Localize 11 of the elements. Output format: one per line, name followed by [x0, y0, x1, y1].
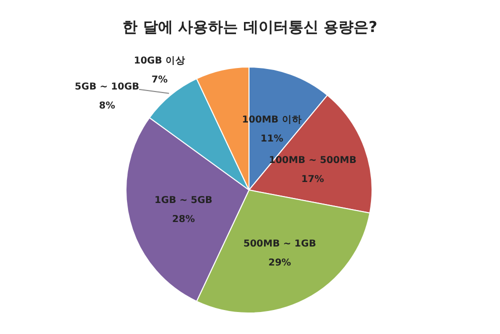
- slice-label: 5GB ~ 10GB: [74, 81, 140, 92]
- data-label: 11%: [260, 133, 284, 144]
- data-label: 17%: [301, 174, 324, 186]
- slice-label: 500MB ~ 1GB: [243, 238, 316, 250]
- chart-title: 한 달에 사용하는 데이터통신 용량은?: [122, 18, 378, 36]
- data-label: 7%: [152, 74, 168, 86]
- data-label: 8%: [98, 100, 116, 112]
- slice-label: 10GB 이상: [134, 56, 186, 67]
- data-label: 29%: [268, 257, 292, 268]
- slice-label: 1GB ~ 5GB: [154, 194, 212, 206]
- data-label: 28%: [172, 214, 196, 225]
